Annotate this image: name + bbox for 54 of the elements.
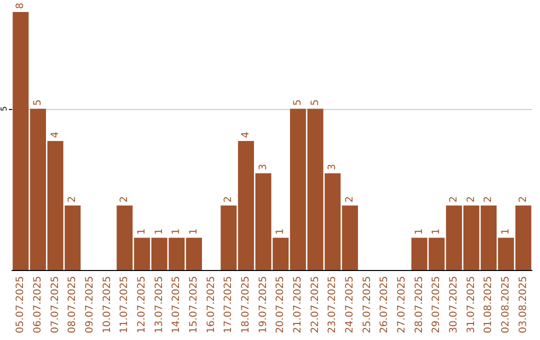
data-label: 2 — [119, 196, 130, 202]
x-tick-label: 31.07.2025 — [466, 276, 477, 334]
x-tick-label: 27.07.2025 — [396, 276, 408, 334]
data-label: 1 — [171, 228, 182, 235]
data-label: 2 — [466, 196, 477, 202]
data-label: 1 — [500, 228, 512, 235]
data-label: 2 — [483, 196, 494, 202]
data-label: 5 — [310, 99, 321, 106]
data-label: 2 — [448, 196, 460, 202]
x-tick-label: 13.07.2025 — [154, 276, 165, 334]
x-tick-label: 09.07.2025 — [84, 276, 96, 334]
x-tick-label: 24.07.2025 — [344, 276, 356, 334]
data-label: 8 — [15, 2, 26, 9]
x-tick-label: 15.07.2025 — [188, 276, 200, 334]
data-label: 3 — [258, 164, 269, 170]
x-tick-label: 30.07.2025 — [448, 276, 460, 334]
x-tick-label: 28.07.2025 — [414, 276, 425, 334]
data-label: 1 — [414, 228, 425, 235]
data-label: 2 — [223, 196, 234, 202]
data-label: 2 — [518, 196, 529, 202]
x-tick-label: 14.07.2025 — [171, 276, 182, 334]
x-tick-label: 02.08.2025 — [500, 276, 512, 334]
data-label: 1 — [154, 228, 165, 235]
x-tick-label: 21.07.2025 — [292, 276, 304, 334]
x-tick-label: 01.08.2025 — [483, 276, 494, 334]
data-label: 5 — [32, 99, 44, 106]
x-tick-label: 12.07.2025 — [136, 276, 148, 334]
x-tick-label: 26.07.2025 — [379, 276, 390, 334]
data-label: 1 — [275, 228, 286, 235]
data-label: 2 — [67, 196, 78, 202]
x-tick-label: 03.08.2025 — [518, 276, 529, 334]
x-tick-label: 22.07.2025 — [310, 276, 321, 334]
data-label: 1 — [188, 228, 200, 235]
x-tick-label: 18.07.2025 — [240, 276, 252, 334]
x-tick-label: 29.07.2025 — [431, 276, 442, 334]
x-tick-label: 05.07.2025 — [15, 276, 26, 334]
data-label: 5 — [292, 99, 304, 106]
x-tick-label: 06.07.2025 — [32, 276, 44, 334]
x-tick-label: 19.07.2025 — [258, 276, 269, 334]
x-tick-label: 11.07.2025 — [119, 276, 130, 334]
x-tick-label: 23.07.2025 — [327, 276, 338, 334]
x-tick-label: 10.07.2025 — [102, 276, 113, 334]
data-label: 1 — [431, 228, 442, 235]
data-label: 1 — [136, 228, 148, 235]
x-tick-label: 17.07.2025 — [223, 276, 234, 334]
x-tick-label: 07.07.2025 — [50, 276, 61, 334]
data-label: 3 — [327, 164, 338, 170]
data-label: 4 — [240, 132, 252, 138]
x-tick-label: 08.07.2025 — [67, 276, 78, 334]
x-tick-label: 16.07.2025 — [206, 276, 217, 334]
data-label: 4 — [50, 132, 61, 138]
data-label: 2 — [344, 196, 356, 202]
x-tick-label: 20.07.2025 — [275, 276, 286, 334]
x-tick-label: 25.07.2025 — [362, 276, 373, 334]
